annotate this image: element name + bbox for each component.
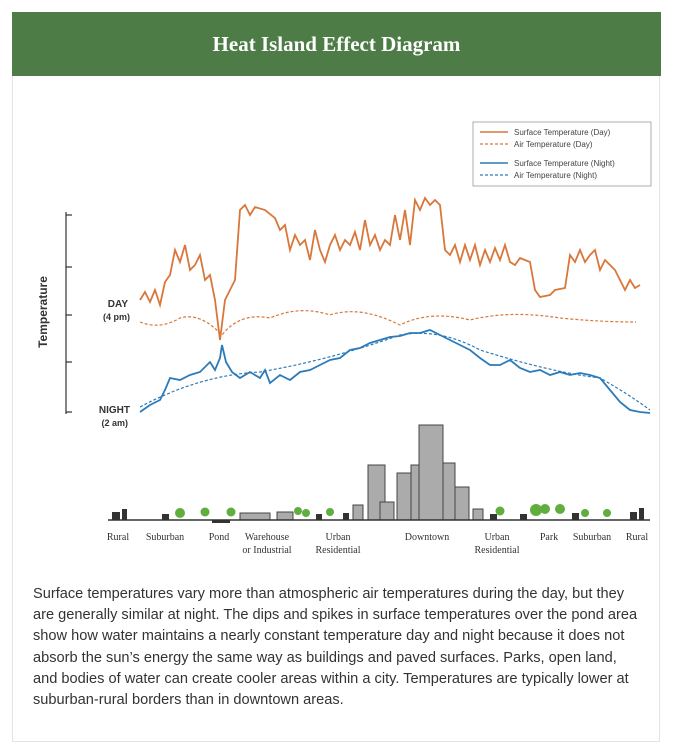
heat-island-diagram: Surface Temperature (Day) Air Temperatur… — [36, 121, 652, 556]
zone-label: Residential — [316, 545, 361, 556]
night-surface-curve — [139, 329, 651, 414]
legend-label: Air Temperature (Night) — [514, 171, 597, 180]
description: Surface temperatures vary more than atmo… — [33, 586, 638, 709]
zone-label: Urban — [485, 532, 510, 543]
zone-label: Park — [540, 532, 558, 543]
zone-label: Rural — [626, 532, 648, 543]
zone-label: Suburban — [146, 532, 184, 543]
legend: Surface Temperature (Day) Air Temperatur… — [472, 121, 652, 187]
header: Heat Island Effect Diagram — [12, 12, 661, 76]
buildings — [239, 424, 484, 521]
legend-label: Air Temperature (Day) — [514, 140, 593, 149]
legend-label: Surface Temperature (Day) — [514, 128, 611, 137]
zone-label: or Industrial — [242, 545, 291, 556]
night-air-curve — [139, 332, 651, 411]
y-axis — [65, 212, 72, 414]
zone-label: Warehouse — [245, 532, 290, 543]
day-label: DAY — [108, 299, 129, 310]
day-air-curve — [139, 310, 637, 336]
trees — [175, 504, 611, 518]
axis-label: Temperature — [36, 276, 50, 348]
houses — [112, 508, 644, 523]
day-time: (4 pm) — [103, 312, 130, 322]
zone-label: Rural — [107, 532, 129, 543]
night-time: (2 am) — [101, 418, 128, 428]
zone-labels: Rural Suburban Pond Warehouse or Industr… — [107, 532, 648, 556]
legend-label: Surface Temperature (Night) — [514, 159, 615, 168]
day-surface-curve — [139, 196, 641, 341]
night-label: NIGHT — [99, 405, 130, 416]
title: Heat Island Effect Diagram — [212, 31, 461, 56]
zone-label: Urban — [326, 532, 351, 543]
zone-label: Pond — [209, 532, 230, 543]
zone-label: Downtown — [405, 532, 449, 543]
zone-label: Residential — [475, 545, 520, 556]
zone-label: Suburban — [573, 532, 611, 543]
